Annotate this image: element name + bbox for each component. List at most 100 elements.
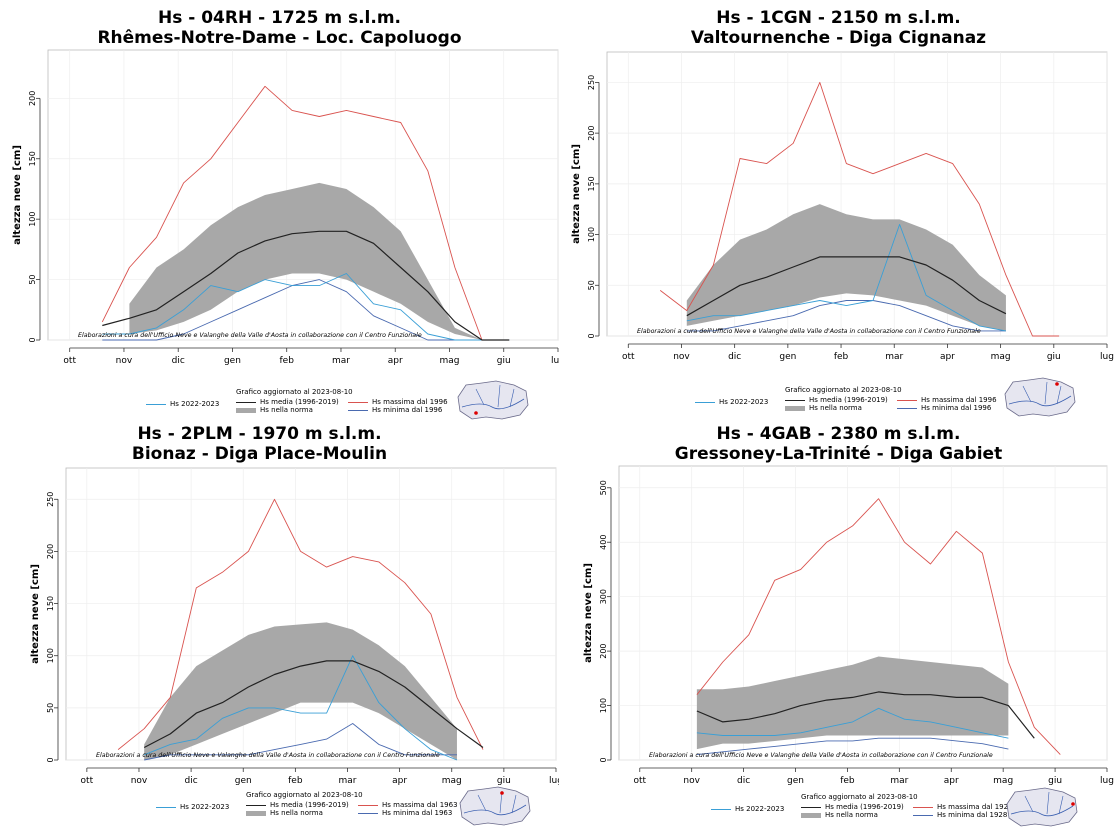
x-tick-label: apr	[392, 776, 407, 786]
y-tick-label: 150	[46, 596, 55, 611]
legend-min: Hs minima dal 1963	[358, 809, 452, 818]
y-tick-label: 0	[587, 333, 596, 338]
x-tick-label: giu	[497, 356, 511, 366]
legend-current: Hs 2022-2023	[156, 803, 229, 812]
y-tick-label: 400	[599, 535, 608, 550]
y-tick-label: 100	[587, 227, 596, 242]
legend-min: Hs minima dal 1996	[348, 406, 442, 415]
chart-title: Hs - 04RH - 1725 m s.l.m.	[157, 8, 401, 28]
station-marker-icon	[1055, 382, 1059, 386]
series-current-line	[696, 707, 1009, 739]
legend-current: Hs 2022-2023	[146, 400, 219, 409]
y-tick-label: 250	[587, 75, 596, 90]
legend-mean: Hs media (1996-2019)	[801, 803, 904, 812]
legend-mean: Hs media (1996-2019)	[236, 398, 339, 407]
x-tick-label: giu	[497, 776, 511, 786]
y-tick-label: 200	[28, 91, 37, 106]
legend-max: Hs massima dal 1996	[897, 396, 997, 405]
x-tick-label: mar	[885, 352, 903, 362]
legend-min: Hs minima dal 1928	[913, 811, 1007, 820]
chart-panel-4gab: Hs - 4GAB - 2380 m s.l.m. Gressoney-La-T…	[559, 416, 1118, 831]
x-tick-label: mag	[993, 776, 1013, 786]
series-mean-line	[696, 691, 1035, 739]
legend-max: Hs massima dal 1996	[348, 398, 448, 407]
x-tick-label: mar	[332, 356, 350, 366]
series-min-line	[686, 300, 1006, 332]
x-tick-label: ott	[63, 356, 76, 366]
y-tick-label: 100	[46, 648, 55, 663]
series-max-line	[117, 498, 484, 750]
x-tick-label: gen	[779, 352, 796, 362]
y-tick-label: 0	[46, 757, 55, 762]
legend-mean: Hs media (1996-2019)	[246, 801, 349, 810]
legend-max: Hs massima dal 1963	[358, 801, 458, 810]
band-area	[129, 182, 483, 340]
x-tick-label: apr	[940, 352, 955, 362]
y-tick-label: 50	[46, 703, 55, 713]
y-axis-label: altezza neve [cm]	[12, 145, 23, 245]
chart-legend: Grafico aggiornato al 2023-08-10 Hs 2022…	[689, 386, 997, 416]
y-tick-label: 150	[587, 176, 596, 191]
series-max-line	[659, 81, 1060, 337]
y-tick-label: 100	[28, 212, 37, 227]
legend-band: Hs nella norma	[236, 406, 313, 415]
y-tick-label: 0	[599, 757, 608, 762]
map-tributaries	[475, 384, 515, 408]
updated-label: Grafico aggiornato al 2023-08-10	[785, 386, 902, 394]
series-max-line	[696, 498, 1061, 755]
map-river	[1008, 395, 1072, 407]
y-tick-label: 50	[28, 274, 37, 284]
updated-label: Grafico aggiornato al 2023-08-10	[246, 791, 363, 799]
series-mean-line	[102, 230, 510, 341]
series-mean-line	[686, 256, 1007, 317]
legend-min: Hs minima dal 1996	[897, 404, 991, 413]
x-tick-label: mar	[890, 776, 908, 786]
legend-current: Hs 2022-2023	[711, 805, 784, 814]
y-tick-label: 0	[28, 337, 37, 342]
chart-title: Hs - 2PLM - 1970 m s.l.m.	[137, 424, 382, 444]
chart-subtitle: Gressoney-La-Trinité - Diga Gabiet	[674, 444, 1003, 464]
y-tick-label: 150	[28, 151, 37, 166]
y-axis-label: altezza neve [cm]	[571, 144, 582, 244]
y-tick-label: 200	[587, 126, 596, 141]
x-tick-label: mar	[338, 776, 356, 786]
chart-legend: Grafico aggiornato al 2023-08-10 Hs 2022…	[705, 793, 1013, 823]
series-current-line	[102, 273, 510, 341]
map-region-outline	[457, 380, 529, 420]
series-min-line	[102, 279, 510, 341]
chart-title: Hs - 4GAB - 2380 m s.l.m.	[716, 424, 961, 444]
band-area	[696, 656, 1009, 750]
series-min-line	[144, 723, 457, 761]
chart-panel-1cgn: Hs - 1CGN - 2150 m s.l.m. Valtournenche …	[559, 0, 1118, 417]
x-tick-label: ott	[622, 352, 635, 362]
x-tick-label: lug	[1100, 776, 1114, 786]
series-max-line	[101, 85, 510, 341]
region-map-icon	[457, 380, 529, 420]
x-tick-label: nov	[673, 352, 690, 362]
x-tick-label: giu	[1047, 352, 1061, 362]
x-tick-label: dic	[185, 776, 198, 786]
x-tick-label: feb	[288, 776, 303, 786]
x-tick-label: ott	[633, 776, 646, 786]
x-tick-label: lug	[549, 776, 559, 786]
series-current-line	[686, 223, 1006, 332]
x-tick-label: dic	[172, 356, 185, 366]
x-tick-label: gen	[224, 356, 241, 366]
band-area	[144, 622, 457, 760]
x-tick-label: feb	[840, 776, 855, 786]
map-river	[1010, 805, 1074, 817]
x-tick-label: giu	[1048, 776, 1062, 786]
y-tick-label: 250	[46, 492, 55, 507]
chart-plot: ott nov dic gen feb mar apr mag giu lug 0 50 100 150 2…	[30, 467, 559, 786]
chart-panel-2plm: Hs - 2PLM - 1970 m s.l.m. Bionaz - Diga …	[0, 416, 559, 831]
y-tick-label: 100	[599, 698, 608, 713]
region-map-icon	[1006, 787, 1078, 827]
y-tick-label: 200	[46, 544, 55, 559]
x-tick-label: dic	[737, 776, 750, 786]
region-map-icon	[459, 786, 531, 826]
map-tributaries	[1022, 381, 1062, 405]
station-marker-icon	[1071, 802, 1075, 806]
x-tick-label: lug	[1100, 352, 1114, 362]
credit-note: Elaborazioni a cura dell'Ufficio Neve e …	[78, 331, 422, 339]
chart-subtitle: Rhêmes-Notre-Dame - Loc. Capoluogo	[97, 28, 462, 48]
